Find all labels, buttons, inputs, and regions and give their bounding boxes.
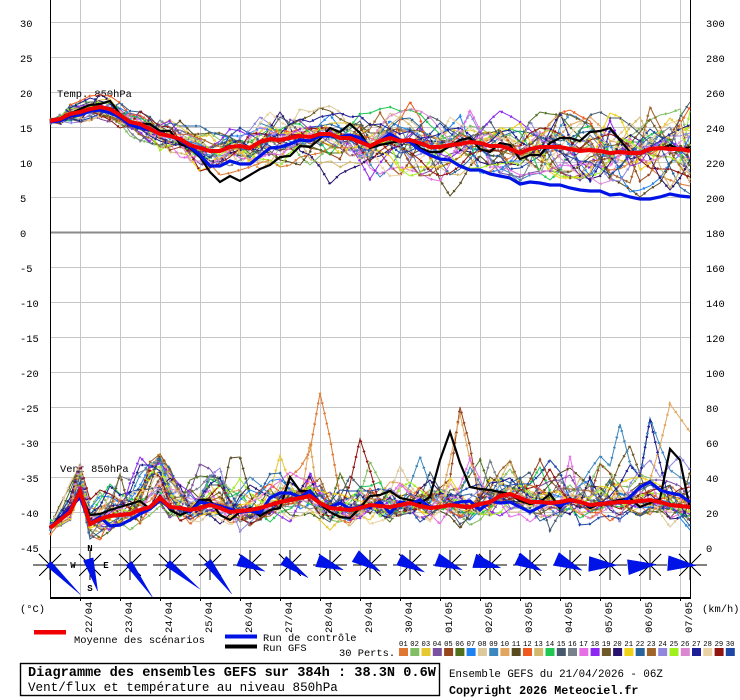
svg-text:09: 09 [489, 641, 498, 649]
svg-text:S: S [87, 584, 93, 594]
svg-text:Ensemble GEFS du 21/04/2026 -: Ensemble GEFS du 21/04/2026 - 06Z [449, 669, 663, 681]
svg-text:11: 11 [512, 641, 521, 649]
svg-text:Vent 850hPa: Vent 850hPa [60, 464, 129, 476]
svg-text:07/05: 07/05 [684, 602, 696, 633]
svg-text:04/05: 04/05 [564, 602, 576, 633]
svg-text:N: N [87, 544, 92, 554]
svg-text:30: 30 [726, 641, 735, 649]
svg-text:08: 08 [478, 641, 487, 649]
svg-text:-5: -5 [20, 264, 32, 276]
svg-text:10: 10 [500, 641, 509, 649]
svg-text:21: 21 [624, 641, 633, 649]
svg-text:240: 240 [706, 124, 725, 136]
svg-text:28/04: 28/04 [324, 602, 336, 633]
svg-text:140: 140 [706, 299, 725, 311]
svg-text:Vent/flux et température au ni: Vent/flux et température au niveau 850hP… [28, 681, 338, 695]
svg-text:27: 27 [692, 641, 701, 649]
svg-text:160: 160 [706, 264, 725, 276]
svg-text:(°C): (°C) [20, 604, 45, 616]
svg-text:Copyright 2026 Meteociel.fr: Copyright 2026 Meteociel.fr [449, 684, 638, 698]
svg-text:03: 03 [422, 641, 431, 649]
svg-text:20: 20 [706, 509, 718, 521]
svg-text:260: 260 [706, 89, 725, 101]
svg-text:14: 14 [546, 641, 555, 649]
svg-text:02/05: 02/05 [484, 602, 496, 633]
svg-text:12: 12 [523, 641, 532, 649]
svg-text:03/05: 03/05 [524, 602, 536, 633]
svg-text:Run de contrôle: Run de contrôle [263, 633, 357, 645]
svg-text:100: 100 [706, 369, 725, 381]
svg-text:13: 13 [534, 641, 543, 649]
svg-text:18: 18 [591, 641, 600, 649]
svg-text:Diagramme des ensembles GEFS s: Diagramme des ensembles GEFS sur 384h : … [28, 666, 437, 681]
svg-text:05/05: 05/05 [604, 602, 616, 633]
svg-text:26: 26 [681, 641, 690, 649]
svg-text:07: 07 [467, 641, 476, 649]
svg-text:02: 02 [410, 641, 419, 649]
svg-text:-10: -10 [20, 299, 39, 311]
svg-text:17: 17 [579, 641, 588, 649]
svg-text:25: 25 [670, 641, 679, 649]
svg-text:W: W [70, 561, 76, 571]
svg-text:Run GFS: Run GFS [263, 643, 307, 655]
svg-text:-20: -20 [20, 369, 39, 381]
svg-text:15: 15 [20, 124, 32, 136]
svg-text:22: 22 [636, 641, 645, 649]
svg-text:01/05: 01/05 [444, 602, 456, 633]
svg-text:20: 20 [20, 89, 32, 101]
svg-text:26/04: 26/04 [244, 602, 256, 633]
svg-text:180: 180 [706, 229, 725, 241]
svg-text:23/04: 23/04 [124, 602, 136, 633]
svg-text:200: 200 [706, 194, 725, 206]
svg-text:19: 19 [602, 641, 611, 649]
svg-text:E: E [103, 561, 109, 571]
svg-text:0: 0 [20, 229, 26, 241]
svg-text:60: 60 [706, 439, 718, 451]
svg-text:01: 01 [399, 641, 408, 649]
svg-text:(km/h): (km/h) [702, 604, 739, 616]
svg-text:-35: -35 [20, 474, 39, 486]
svg-text:40: 40 [706, 474, 718, 486]
svg-text:16: 16 [568, 641, 577, 649]
svg-text:-15: -15 [20, 334, 39, 346]
svg-text:25/04: 25/04 [204, 602, 216, 633]
svg-text:220: 220 [706, 159, 725, 171]
svg-text:06: 06 [455, 641, 464, 649]
svg-text:27/04: 27/04 [284, 602, 296, 633]
svg-text:30/04: 30/04 [404, 602, 416, 633]
svg-text:10: 10 [20, 159, 32, 171]
svg-text:80: 80 [706, 404, 718, 416]
svg-text:29: 29 [715, 641, 724, 649]
svg-text:280: 280 [706, 54, 725, 66]
svg-text:120: 120 [706, 334, 725, 346]
svg-text:Moyenne des scénarios: Moyenne des scénarios [74, 635, 205, 647]
svg-text:04: 04 [433, 641, 442, 649]
svg-text:-25: -25 [20, 404, 39, 416]
svg-text:-40: -40 [20, 509, 39, 521]
svg-text:24: 24 [658, 641, 667, 649]
svg-text:15: 15 [557, 641, 566, 649]
svg-text:-45: -45 [20, 544, 39, 556]
svg-text:23: 23 [647, 641, 656, 649]
svg-text:28: 28 [703, 641, 712, 649]
svg-text:30: 30 [20, 19, 32, 31]
svg-text:0: 0 [706, 544, 712, 556]
svg-text:5: 5 [20, 194, 26, 206]
svg-text:30 Perts.: 30 Perts. [339, 648, 395, 660]
svg-text:25: 25 [20, 54, 32, 66]
svg-text:22/04: 22/04 [84, 602, 96, 633]
svg-text:06/05: 06/05 [644, 602, 656, 633]
svg-text:-30: -30 [20, 439, 39, 451]
svg-text:05: 05 [444, 641, 453, 649]
svg-text:300: 300 [706, 19, 725, 31]
svg-text:24/04: 24/04 [164, 602, 176, 633]
svg-text:20: 20 [613, 641, 622, 649]
svg-text:29/04: 29/04 [364, 602, 376, 633]
